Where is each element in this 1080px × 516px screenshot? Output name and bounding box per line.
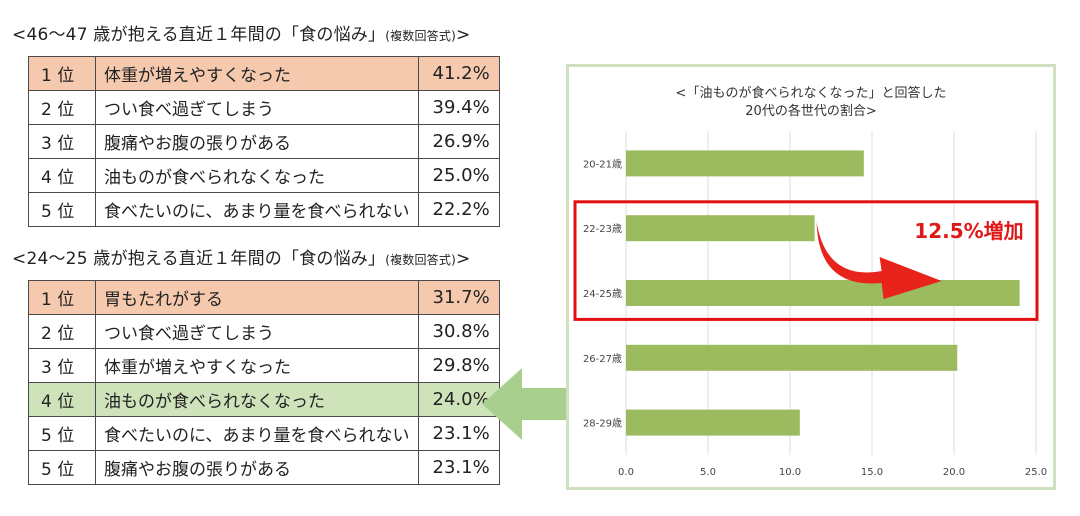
table2-title: <24〜25 歳が抱える直近１年間の「食の悩み」(複数回答式)> xyxy=(12,244,470,269)
value-cell: 23.1% xyxy=(417,416,500,451)
x-tick-label: 25.0 xyxy=(1025,467,1047,478)
item-cell: 食べたいのに、あまり量を食べられない xyxy=(95,192,419,227)
rank-cell: 2 位 xyxy=(28,90,96,125)
item-cell: 腹痛やお腹の張りがある xyxy=(95,450,419,485)
item-cell: 胃もたれがする xyxy=(95,280,419,315)
x-tick-label: 10.0 xyxy=(779,467,801,478)
table1-title-note: (複数回答式) xyxy=(385,29,456,43)
table-row: 2 位つい食べ過ぎてしまう 39.4% xyxy=(28,90,500,125)
item-cell: つい食べ過ぎてしまう xyxy=(95,314,419,349)
chart-frame: <「油ものが食べられなくなった」と回答した 20代の各世代の割合> 20-21歳… xyxy=(566,64,1056,490)
item-cell: 体重が増えやすくなった xyxy=(95,56,419,91)
table-row: 1 位胃もたれがする 31.7% xyxy=(28,280,500,315)
bar xyxy=(626,150,864,177)
table1-title: <46〜47 歳が抱える直近１年間の「食の悩み」(複数回答式)> xyxy=(12,20,470,45)
value-cell: 31.7% xyxy=(417,280,500,315)
category-labels: 20-21歳 22-23歳 24-25歳 26-27歳 28-29歳 xyxy=(583,158,622,429)
table1-title-end: > xyxy=(455,25,471,45)
annotation: 12.5%増加 xyxy=(573,200,1039,321)
category-label: 26-27歳 xyxy=(583,353,622,365)
table-row: 2 位つい食べ過ぎてしまう 30.8% xyxy=(28,314,500,349)
pointer-arrow-shape xyxy=(482,368,568,440)
rank-cell: 4 位 xyxy=(28,158,96,193)
value-cell: 30.8% xyxy=(417,314,500,349)
pointer-arrow xyxy=(482,368,568,440)
rank-cell: 3 位 xyxy=(28,348,96,383)
table2-title-main: <24〜25 歳が抱える直近１年間の「食の悩み」 xyxy=(12,249,386,269)
rank-cell: 5 位 xyxy=(28,450,96,485)
highlight-box xyxy=(573,200,1039,321)
rank-cell: 3 位 xyxy=(28,124,96,159)
value-cell: 29.8% xyxy=(417,348,500,383)
item-cell: 油ものが食べられなくなった xyxy=(95,382,419,417)
bar xyxy=(626,409,800,436)
table2-ranking: 1 位胃もたれがする 31.7% 2 位つい食べ過ぎてしまう 30.8% 3 位体重が増… xyxy=(28,280,500,485)
bar xyxy=(626,280,1020,306)
table-row: 3 位体重が増えやすくなった 29.8% xyxy=(28,348,500,383)
rank-cell: 2 位 xyxy=(28,314,96,349)
item-cell: 食べたいのに、あまり量を食べられない xyxy=(95,416,419,451)
increase-arrow xyxy=(816,222,942,299)
rank-cell: 5 位 xyxy=(28,192,96,227)
table2-title-note: (複数回答式) xyxy=(385,253,456,267)
item-cell: 腹痛やお腹の張りがある xyxy=(95,124,419,159)
category-label: 22-23歳 xyxy=(583,223,622,235)
category-label: 24-25歳 xyxy=(583,288,622,300)
rank-cell: 5 位 xyxy=(28,416,96,451)
table-row: 4 位油ものが食べられなくなった 25.0% xyxy=(28,158,500,193)
rank-cell: 4 位 xyxy=(28,382,96,417)
chart-title-line2: 20代の各世代の割合> xyxy=(745,103,876,119)
table1-title-main: <46〜47 歳が抱える直近１年間の「食の悩み」 xyxy=(12,25,386,45)
bars xyxy=(626,150,1020,436)
x-tick-label: 20.0 xyxy=(943,467,965,478)
category-label: 28-29歳 xyxy=(583,418,622,430)
bar xyxy=(626,215,815,242)
increase-annotation: 12.5%増加 xyxy=(914,219,1023,243)
item-cell: 体重が増えやすくなった xyxy=(95,348,419,383)
x-tick-label: 0.0 xyxy=(618,467,634,478)
table-row: 5 位腹痛やお腹の張りがある 23.1% xyxy=(28,450,500,485)
value-cell: 24.0% xyxy=(417,382,500,417)
value-cell: 26.9% xyxy=(417,124,500,159)
x-tick-label: 5.0 xyxy=(700,467,716,478)
value-cell: 23.1% xyxy=(417,450,500,485)
value-cell: 39.4% xyxy=(417,90,500,125)
table2-title-end: > xyxy=(455,249,471,269)
table-row: 3 位腹痛やお腹の張りがある 26.9% xyxy=(28,124,500,159)
value-cell: 25.0% xyxy=(417,158,500,193)
x-tick-labels: 0.0 5.0 10.0 15.0 20.0 25.0 xyxy=(618,467,1047,478)
item-cell: つい食べ過ぎてしまう xyxy=(95,90,419,125)
value-cell: 41.2% xyxy=(417,56,500,91)
bar xyxy=(626,344,958,371)
item-cell: 油ものが食べられなくなった xyxy=(95,158,419,193)
table-row: 1 位体重が増えやすくなった 41.2% xyxy=(28,56,500,91)
bar-chart: <「油ものが食べられなくなった」と回答した 20代の各世代の割合> 20-21歳… xyxy=(573,85,1047,478)
table-row: 4 位油ものが食べられなくなった 24.0% xyxy=(28,382,500,417)
table-row: 5 位食べたいのに、あまり量を食べられない 22.2% xyxy=(28,192,500,227)
table1-ranking: 1 位体重が増えやすくなった 41.2% 2 位つい食べ過ぎてしまう 39.4% 3 位… xyxy=(28,56,500,227)
x-tick-label: 15.0 xyxy=(861,467,883,478)
table-row: 5 位食べたいのに、あまり量を食べられない 23.1% xyxy=(28,416,500,451)
chart-title-line1: <「油ものが食べられなくなった」と回答した xyxy=(676,85,947,101)
value-cell: 22.2% xyxy=(417,192,500,227)
rank-cell: 1 位 xyxy=(28,56,96,91)
category-label: 20-21歳 xyxy=(583,158,622,170)
rank-cell: 1 位 xyxy=(28,280,96,315)
